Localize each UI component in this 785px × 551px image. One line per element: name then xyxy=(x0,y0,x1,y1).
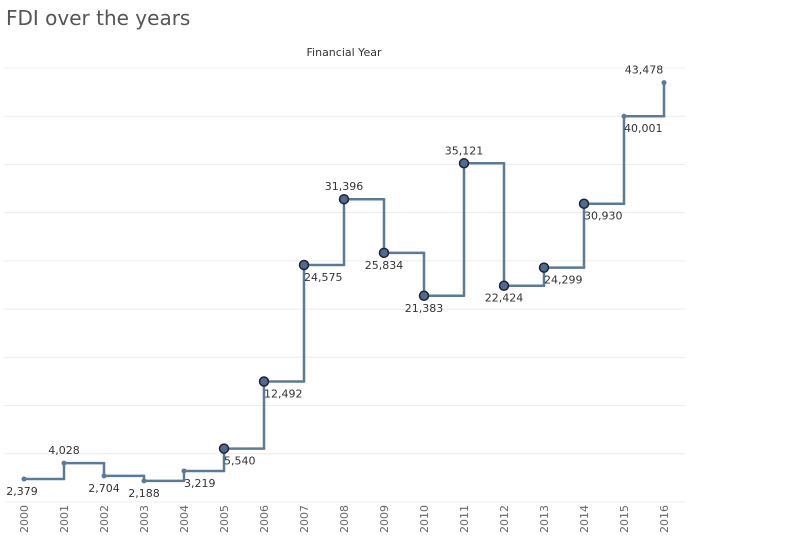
data-label: 4,028 xyxy=(48,444,80,457)
data-point-2011[interactable] xyxy=(458,158,470,169)
x-tick-label: 2009 xyxy=(378,505,391,533)
x-tick-label: 2002 xyxy=(98,505,111,533)
x-tick-label: 2003 xyxy=(138,505,151,533)
x-tick-label: 2016 xyxy=(658,505,671,533)
data-point-2005[interactable] xyxy=(218,443,230,454)
data-point-2010[interactable] xyxy=(418,290,430,302)
data-label: 43,478 xyxy=(625,64,664,77)
data-label: 31,396 xyxy=(325,180,364,193)
x-tick-label: 2013 xyxy=(538,505,551,533)
data-point-2000[interactable] xyxy=(21,476,27,482)
data-point-2002[interactable] xyxy=(101,473,107,479)
series xyxy=(21,80,667,484)
data-labels: 2,379 4,028 2,704 2,188 3,219 5,540 12,492 24,5… xyxy=(6,64,663,500)
x-tick-label: 2000 xyxy=(18,505,31,533)
data-point-2015[interactable] xyxy=(621,113,627,119)
x-tick-label: 2006 xyxy=(258,505,271,533)
data-label: 12,492 xyxy=(264,388,303,401)
x-tick-label: 2010 xyxy=(418,505,431,533)
x-tick-label: 2008 xyxy=(338,505,351,533)
data-label: 21,383 xyxy=(405,302,444,315)
x-axis: 2000 2001 2002 2003 2004 2005 2006 2007 2008 2009… xyxy=(18,505,671,533)
x-tick-label: 2012 xyxy=(498,505,511,533)
x-tick-label: 2004 xyxy=(178,505,191,533)
data-point-2014[interactable] xyxy=(578,198,590,209)
chart-title: FDI over the years xyxy=(6,6,191,30)
data-label: 5,540 xyxy=(224,455,256,468)
data-label: 35,121 xyxy=(445,144,484,157)
gridlines xyxy=(4,67,685,503)
x-tick-label: 2007 xyxy=(298,505,311,533)
data-point-2006[interactable] xyxy=(258,376,270,387)
data-point-2009[interactable] xyxy=(378,247,390,259)
data-point-2013[interactable] xyxy=(538,262,550,273)
x-tick-label: 2014 xyxy=(578,505,591,533)
data-point-2003[interactable] xyxy=(141,478,147,484)
x-tick-label: 2001 xyxy=(58,505,71,533)
data-label: 24,575 xyxy=(304,271,343,284)
data-point-2007[interactable] xyxy=(298,259,310,271)
data-label: 24,299 xyxy=(544,274,583,287)
x-tick-label: 2005 xyxy=(218,505,231,533)
column-header: Financial Year xyxy=(307,46,382,59)
x-tick-label: 2011 xyxy=(458,505,471,533)
data-label: 2,704 xyxy=(88,482,120,495)
data-label: 22,424 xyxy=(485,292,524,305)
data-point-2008[interactable] xyxy=(338,193,350,205)
data-point-2012[interactable] xyxy=(498,280,510,291)
data-point-2001[interactable] xyxy=(61,460,67,466)
data-label: 25,834 xyxy=(365,259,404,272)
data-point-2004[interactable] xyxy=(181,468,187,474)
data-label: 3,219 xyxy=(184,477,216,490)
data-label: 40,001 xyxy=(624,122,663,135)
data-label: 30,930 xyxy=(584,210,623,223)
data-label: 2,188 xyxy=(128,487,160,500)
data-label: 2,379 xyxy=(6,485,38,498)
data-point-2016[interactable] xyxy=(661,80,667,86)
x-tick-label: 2015 xyxy=(618,505,631,533)
